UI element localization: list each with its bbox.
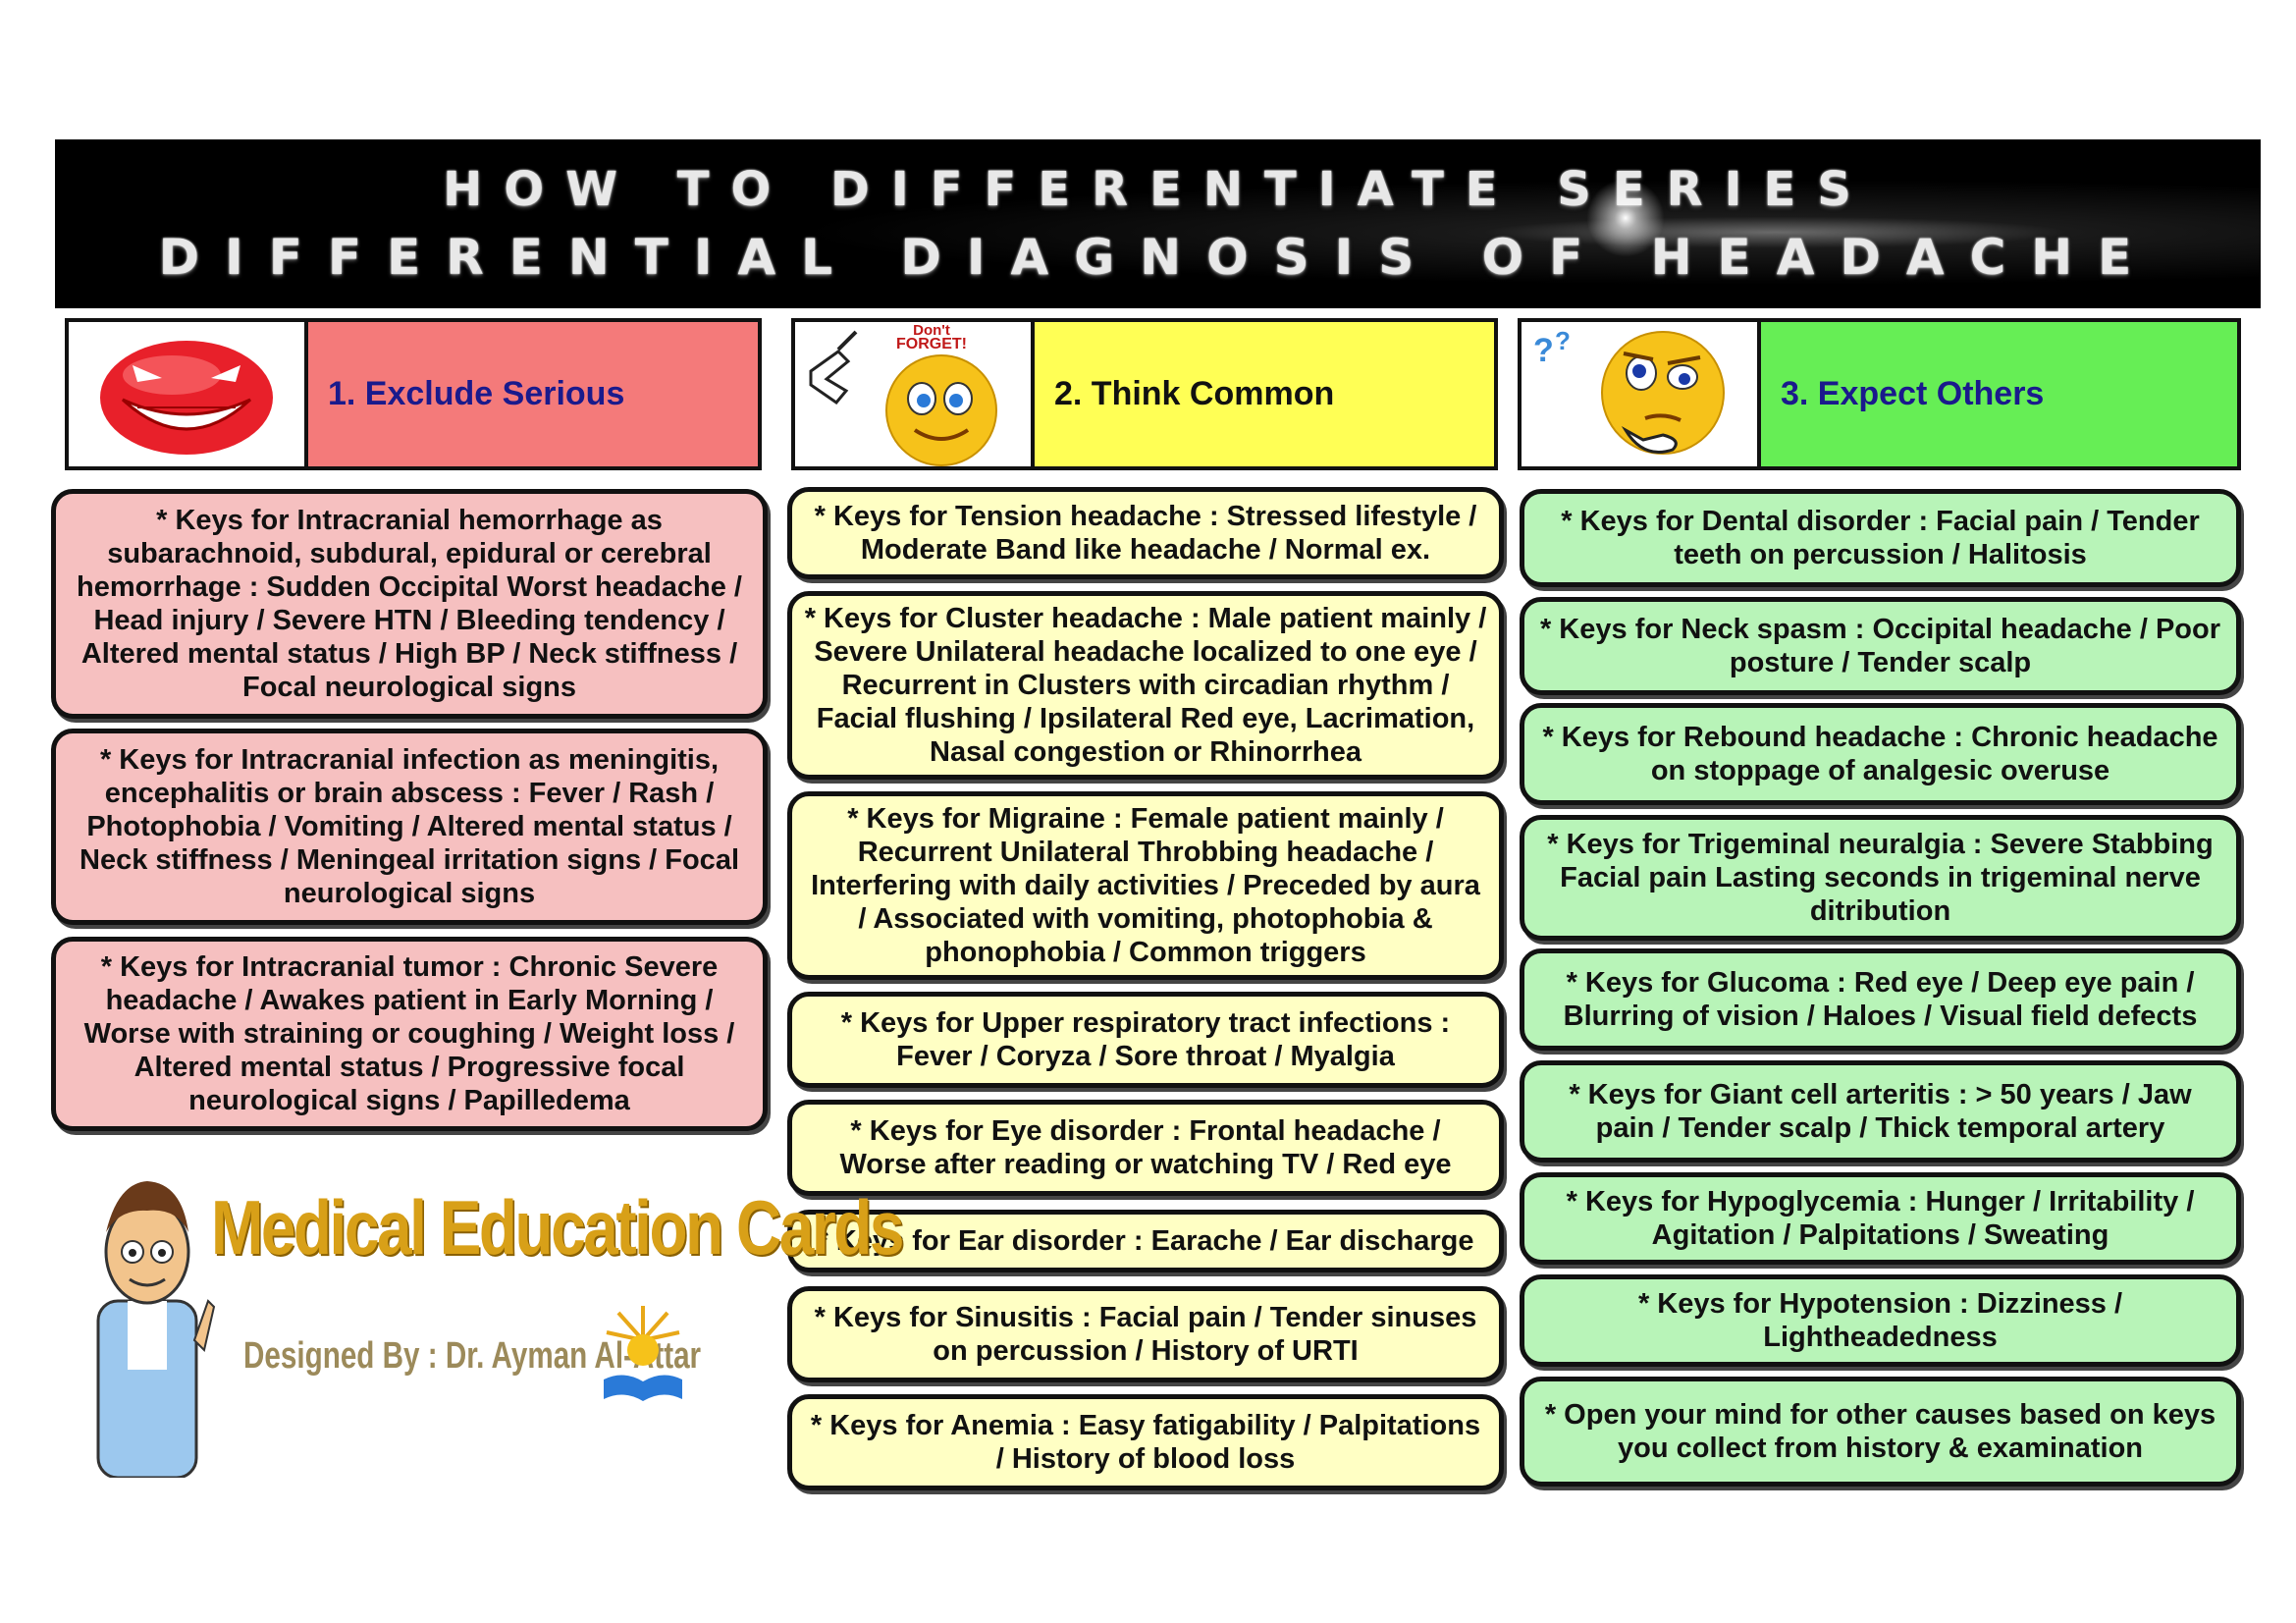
card-dental-disorder: * Keys for Dental disorder : Facial pain… [1520, 489, 2241, 587]
card-eye-disorder: * Keys for Eye disorder : Frontal headac… [787, 1100, 1504, 1196]
column-title: 2. Think Common [1035, 322, 1494, 466]
dont-forget-smiley-icon: Don't FORGET! [795, 322, 1035, 466]
card-hypoglycemia: * Keys for Hypoglycemia : Hunger / Irrit… [1520, 1172, 2241, 1265]
thinking-smiley-icon: ? ? [1522, 322, 1761, 466]
card-giant-cell-arteritis: * Keys for Giant cell arteritis : > 50 y… [1520, 1060, 2241, 1163]
card-sinusitis: * Keys for Sinusitis : Facial pain / Ten… [787, 1286, 1504, 1382]
card-rebound-headache: * Keys for Rebound headache : Chronic he… [1520, 703, 2241, 805]
svg-text:?: ? [1533, 332, 1554, 369]
medical-education-cards-logo: Medical Education Cards Designed By : Dr… [79, 1154, 904, 1478]
svg-text:Don't: Don't [913, 322, 950, 339]
card-intracranial-hemorrhage: * Keys for Intracranial hemorrhage as su… [51, 489, 768, 719]
card-migraine: * Keys for Migraine : Female patient mai… [787, 791, 1504, 980]
card-open-your-mind: * Open your mind for other causes based … [1520, 1377, 2241, 1487]
card-anemia: * Keys for Anemia : Easy fatigability / … [787, 1394, 1504, 1490]
logo-title: Medical Education Cards [211, 1184, 904, 1271]
logo-subtitle: Designed By : Dr. Ayman Al-Attar [243, 1335, 702, 1377]
title-banner: HOW TO DIFFERENTIATE SERIES DIFFERENTIAL… [55, 139, 2261, 308]
banner-line-2: DIFFERENTIAL DIAGNOSIS OF HEADACHE [158, 229, 2158, 286]
svg-text:FORGET!: FORGET! [896, 336, 967, 352]
light-flare [1586, 179, 1665, 257]
svg-text:?: ? [1555, 326, 1571, 355]
card-upper-respiratory-infections: * Keys for Upper respiratory tract infec… [787, 992, 1504, 1088]
card-intracranial-tumor: * Keys for Intracranial tumor : Chronic … [51, 937, 768, 1131]
column-title: 1. Exclude Serious [308, 322, 758, 466]
card-cluster-headache: * Keys for Cluster headache : Male patie… [787, 591, 1504, 780]
column-header-exclude-serious: 1. Exclude Serious [65, 318, 762, 470]
card-tension-headache: * Keys for Tension headache : Stressed l… [787, 487, 1504, 579]
card-hypotension: * Keys for Hypotension : Dizziness / Lig… [1520, 1274, 2241, 1367]
column-title: 3. Expect Others [1761, 322, 2237, 466]
doctor-cartoon-icon [96, 1181, 216, 1478]
card-glaucoma: * Keys for Glucoma : Red eye / Deep eye … [1520, 948, 2241, 1051]
angry-devil-smiley-icon [69, 322, 308, 466]
card-ear-disorder: * Keys for Ear disorder : Earache / Ear … [787, 1210, 1504, 1272]
column-header-expect-others: ? ? 3. Expect Others [1518, 318, 2241, 470]
column-header-think-common: Don't FORGET! 2. Think Common [791, 318, 1498, 470]
card-trigeminal-neuralgia: * Keys for Trigeminal neuralgia : Severe… [1520, 815, 2241, 941]
card-intracranial-infection: * Keys for Intracranial infection as men… [51, 729, 768, 925]
card-neck-spasm: * Keys for Neck spasm : Occipital headac… [1520, 597, 2241, 695]
sun-book-icon [604, 1306, 682, 1401]
